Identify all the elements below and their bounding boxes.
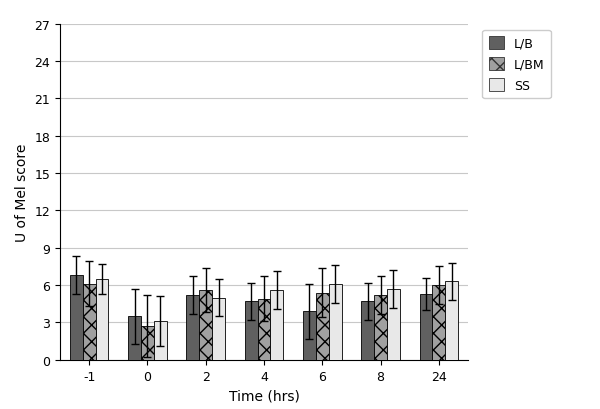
Bar bbox=[374, 295, 387, 360]
Bar bbox=[433, 285, 445, 360]
Y-axis label: U of Mel score: U of Mel score bbox=[15, 143, 29, 241]
Bar bbox=[141, 326, 154, 360]
X-axis label: Time (hrs): Time (hrs) bbox=[229, 388, 299, 402]
Bar bbox=[154, 321, 167, 360]
Bar bbox=[361, 301, 374, 360]
Bar bbox=[212, 298, 225, 360]
Bar bbox=[95, 279, 109, 360]
Bar bbox=[387, 289, 400, 360]
Bar bbox=[199, 290, 212, 360]
Bar bbox=[329, 284, 341, 360]
Bar bbox=[83, 284, 95, 360]
Bar bbox=[419, 294, 433, 360]
Bar bbox=[70, 275, 83, 360]
Bar bbox=[187, 295, 199, 360]
Bar bbox=[245, 301, 257, 360]
Bar bbox=[128, 317, 141, 360]
Bar bbox=[257, 299, 271, 360]
Bar bbox=[271, 290, 283, 360]
Bar bbox=[445, 282, 458, 360]
Legend: L/B, L/BM, SS: L/B, L/BM, SS bbox=[482, 31, 551, 99]
Bar bbox=[316, 293, 329, 360]
Bar bbox=[303, 312, 316, 360]
